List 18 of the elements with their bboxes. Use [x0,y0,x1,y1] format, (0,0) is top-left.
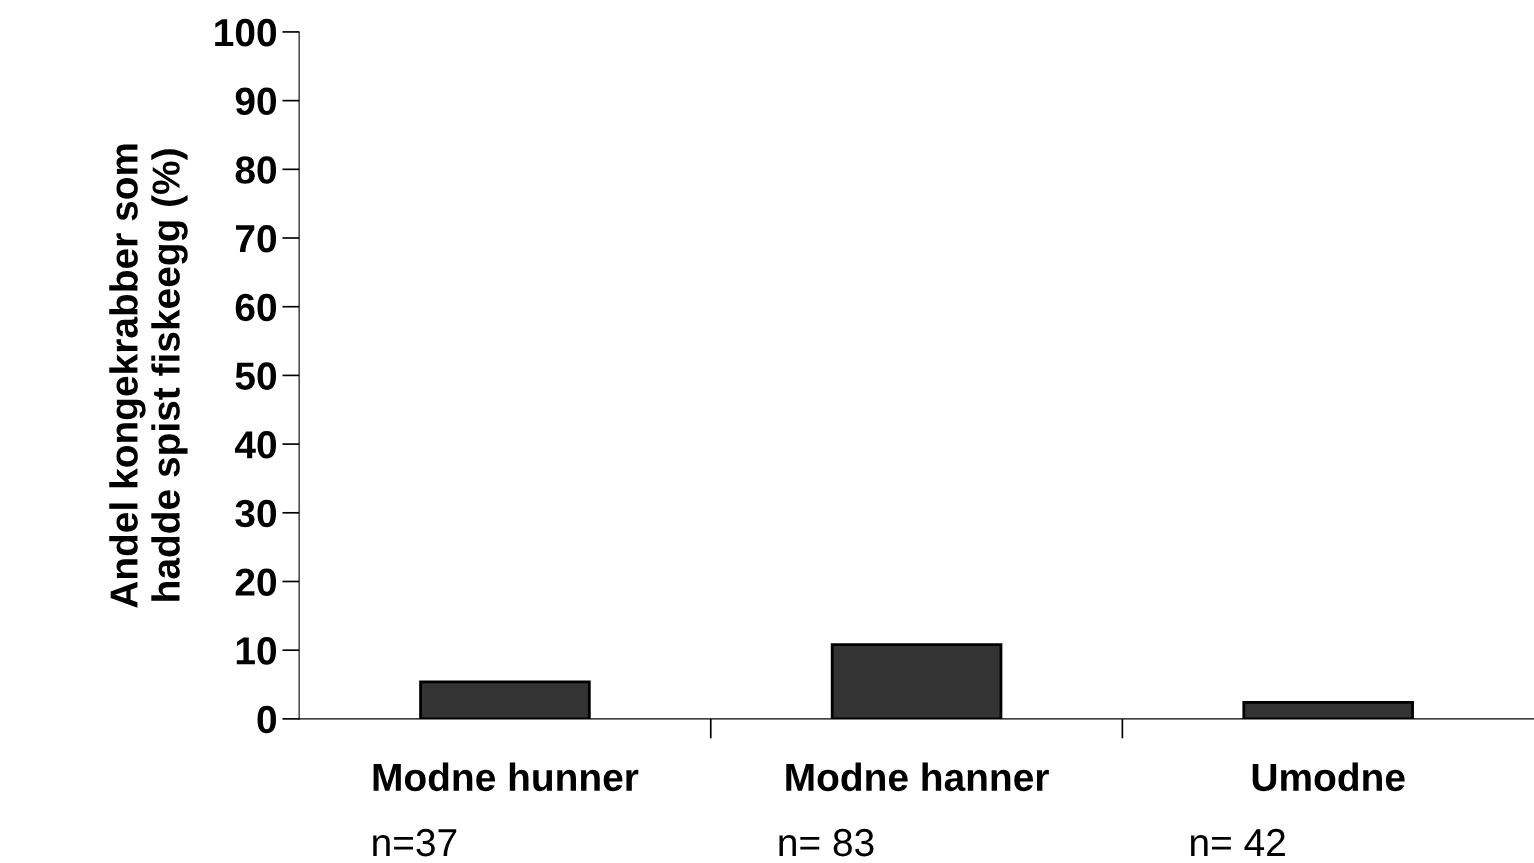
y-tick-label: 100 [215,18,277,47]
y-tick-label: 50 [235,362,277,390]
x-tick-label: Modne hunner [373,762,639,792]
text: n= 42 [1191,828,1285,857]
y-axis-title: Andel kongekrabber som hadde spist fiskeegg (%) [109,144,188,608]
y-tick-label: 10 [236,637,277,665]
y-tick-label: 90 [235,87,277,116]
y-tick-label: 60 [235,293,277,322]
text: n=37 [373,828,457,857]
y-tick-label: 0 [257,705,277,734]
y-tick-label: 30 [235,499,277,528]
y-tick-label: 40 [234,431,277,459]
x-tick-label: Umodne [1252,762,1405,792]
x-tick-label: Modne hanner [786,762,1049,792]
y-tick-label: 20 [235,568,277,596]
text: n= 83 [779,828,874,857]
y-tick-label: 70 [236,224,277,253]
y-tick-label: 80 [235,156,277,184]
